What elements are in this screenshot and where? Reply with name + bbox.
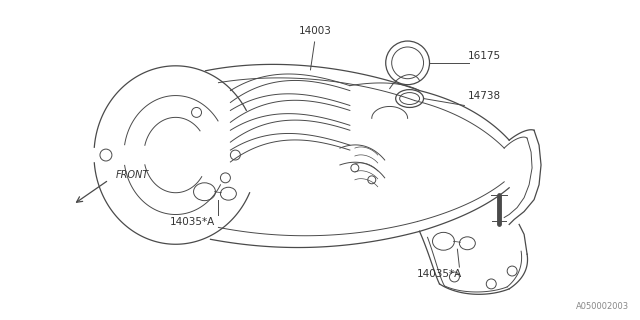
- Text: 16175: 16175: [467, 51, 500, 61]
- Text: A050002003: A050002003: [575, 302, 628, 311]
- Text: 14035*A: 14035*A: [170, 218, 215, 228]
- Text: 14738: 14738: [467, 91, 500, 100]
- Text: 14035*A: 14035*A: [417, 269, 462, 279]
- Text: 14003: 14003: [299, 26, 332, 36]
- Text: FRONT: FRONT: [116, 170, 149, 180]
